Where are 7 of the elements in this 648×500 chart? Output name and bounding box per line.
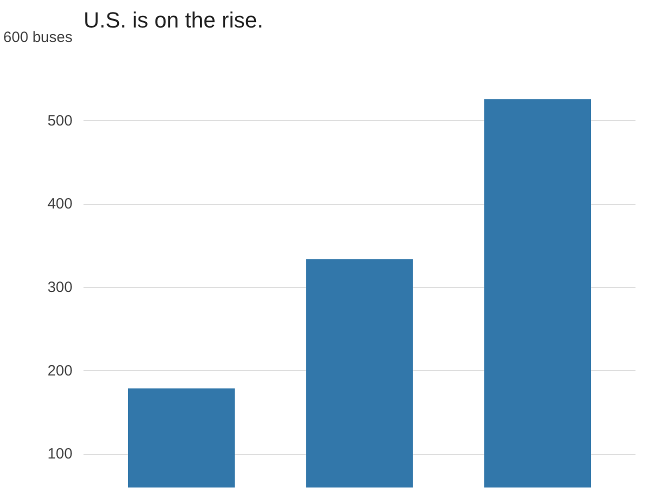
y-tick-label: 300 <box>47 279 73 296</box>
y-tick-label: 400 <box>47 196 73 213</box>
y-tick-label: 100 <box>47 446 73 463</box>
chart-title: U.S. is on the rise. <box>84 8 264 32</box>
y-tick-label: 600 buses <box>3 29 73 46</box>
y-tick-label: 500 <box>47 112 73 130</box>
y-tick-label: 200 <box>47 362 73 380</box>
